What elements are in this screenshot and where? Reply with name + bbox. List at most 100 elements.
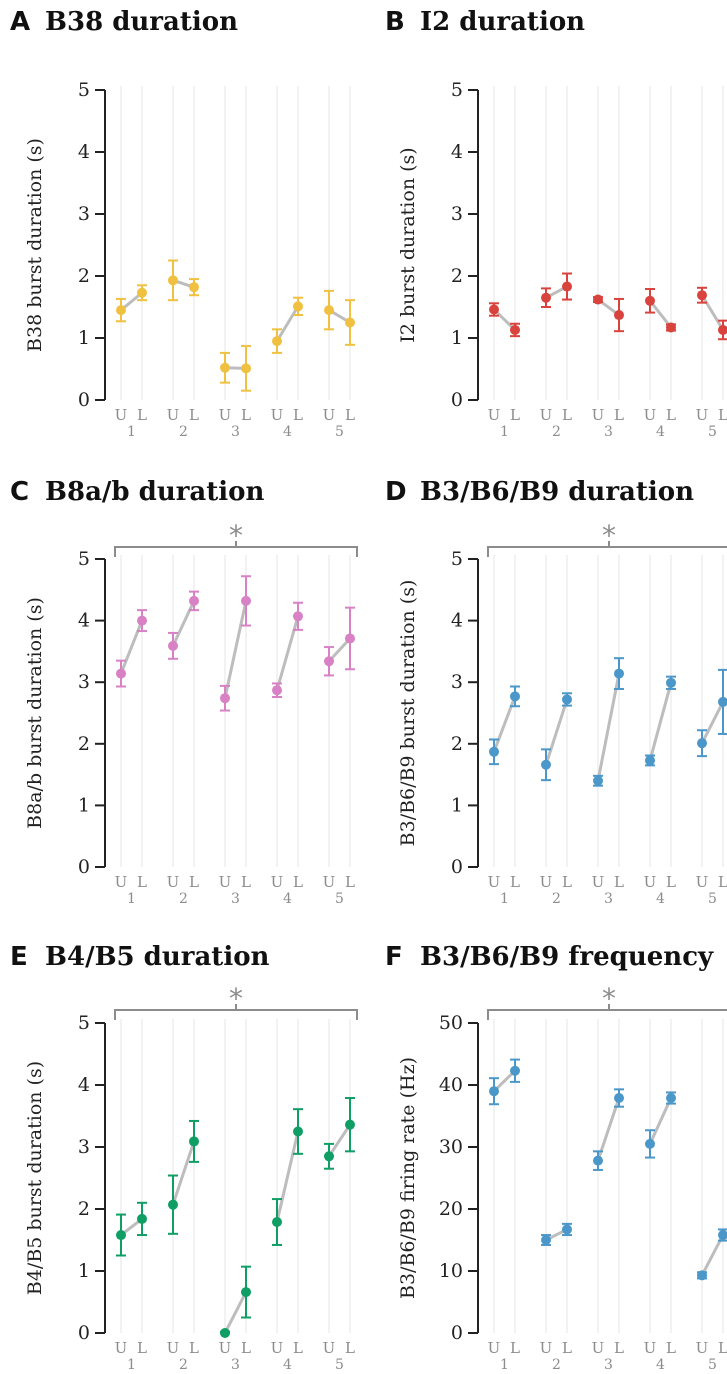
x-tick-label-group: 5 — [335, 424, 344, 440]
x-tick-label-condition: U — [488, 406, 501, 424]
y-tick-label: 5 — [451, 79, 463, 101]
x-tick-label-group: 5 — [708, 891, 717, 907]
data-point — [345, 317, 355, 328]
x-tick-label-condition: U — [644, 873, 657, 891]
y-tick-label: 20 — [439, 1198, 463, 1220]
x-tick-label-condition: U — [540, 873, 553, 891]
x-tick-label-group: 5 — [708, 1357, 717, 1373]
x-tick-label-group: 4 — [283, 1357, 292, 1373]
y-tick-label: 3 — [451, 671, 463, 693]
data-point — [593, 1155, 603, 1166]
x-tick-label-condition: L — [293, 1339, 303, 1357]
x-tick-label-condition: L — [189, 873, 199, 891]
x-tick-label-condition: U — [271, 406, 284, 424]
data-point — [562, 694, 572, 705]
y-tick-label: 5 — [78, 79, 90, 101]
connector-line — [596, 1097, 621, 1162]
y-tick-label: 4 — [78, 1074, 90, 1096]
x-tick-label-condition: L — [293, 406, 303, 424]
x-tick-label-condition: U — [167, 406, 180, 424]
x-tick-label-group: 1 — [127, 424, 136, 440]
x-tick-label-group: 1 — [500, 424, 509, 440]
x-tick-label-group: 2 — [179, 1357, 188, 1373]
x-tick-label-condition: L — [562, 873, 572, 891]
significance-star: * — [602, 982, 616, 1015]
connector-line — [327, 637, 352, 663]
connector-line — [275, 615, 300, 691]
significance-star: * — [229, 982, 243, 1015]
x-tick-label-condition: U — [323, 1339, 336, 1357]
data-point — [562, 1224, 572, 1235]
y-axis-label: B3/B6/B9 burst duration (s) — [397, 580, 419, 847]
chart-title: I2 duration — [420, 7, 585, 37]
y-tick-label: 4 — [78, 610, 90, 632]
x-tick-label-group: 3 — [604, 891, 613, 907]
x-tick-label-condition: L — [666, 1339, 676, 1357]
x-tick-label-condition: U — [219, 873, 232, 891]
x-tick-label-group: 4 — [656, 1357, 665, 1373]
x-tick-label-condition: L — [137, 406, 147, 424]
data-point — [293, 611, 303, 622]
x-tick-label-condition: U — [488, 873, 501, 891]
x-tick-label-condition: L — [614, 873, 624, 891]
chart-panel-d: D B3/B6/B9 duration B3/B6/B9 burst duratio… — [385, 477, 727, 907]
x-tick-label-condition: U — [540, 406, 553, 424]
panel-letter: D — [385, 477, 407, 507]
data-point — [510, 691, 520, 702]
data-point — [168, 1199, 178, 1210]
data-point — [168, 640, 178, 651]
chart-panel-a: A B38 duration B38 burst duration (s) 0 1 2 3 4… — [10, 7, 355, 440]
x-tick-label-condition: L — [241, 1339, 251, 1357]
data-point — [220, 693, 230, 704]
y-tick-label: 0 — [451, 1322, 463, 1344]
x-tick-label-condition: U — [219, 1339, 232, 1357]
x-tick-label-condition: L — [137, 1339, 147, 1357]
x-tick-label-condition: L — [345, 873, 355, 891]
y-tick-label: 2 — [78, 265, 90, 287]
x-tick-label-condition: L — [614, 1339, 624, 1357]
connector-line — [171, 1140, 196, 1206]
chart-panel-f: F B3/B6/B9 frequency B3/B6/B9 firing rate … — [385, 942, 727, 1373]
connector-line — [327, 1123, 352, 1158]
data-point — [272, 685, 282, 696]
data-point — [241, 363, 251, 374]
data-point — [614, 668, 624, 679]
data-point — [189, 282, 199, 293]
x-tick-label-group: 5 — [335, 891, 344, 907]
x-tick-label-condition: U — [323, 873, 336, 891]
data-point — [593, 294, 603, 305]
y-tick-label: 0 — [78, 389, 90, 411]
y-tick-label: 1 — [78, 1260, 90, 1282]
y-tick-label: 5 — [451, 548, 463, 570]
y-tick-label: 0 — [78, 1322, 90, 1344]
x-tick-label-condition: L — [293, 873, 303, 891]
x-tick-label-condition: U — [271, 873, 284, 891]
x-tick-label-group: 2 — [179, 424, 188, 440]
data-point — [116, 1230, 126, 1241]
x-tick-label-group: 5 — [708, 424, 717, 440]
y-tick-label: 2 — [78, 733, 90, 755]
data-point — [241, 1287, 251, 1298]
x-tick-label-group: 3 — [231, 1357, 240, 1373]
connector-line — [119, 620, 144, 675]
connector-line — [223, 1291, 248, 1334]
x-tick-label-condition: L — [345, 1339, 355, 1357]
chart-title: B38 duration — [45, 7, 238, 37]
data-point — [718, 324, 727, 335]
y-tick-label: 3 — [78, 671, 90, 693]
x-tick-label-condition: U — [592, 873, 605, 891]
data-point — [666, 1093, 676, 1104]
data-point — [666, 322, 676, 333]
x-tick-label-condition: U — [696, 406, 709, 424]
x-tick-label-group: 3 — [604, 424, 613, 440]
connector-line — [544, 698, 569, 766]
chart-title: B3/B6/B9 frequency — [420, 942, 714, 972]
y-tick-label: 5 — [78, 548, 90, 570]
data-point — [241, 595, 251, 606]
x-tick-label-group: 3 — [231, 891, 240, 907]
y-axis-label: B3/B6/B9 firing rate (Hz) — [397, 1057, 419, 1299]
x-tick-label-group: 5 — [335, 1357, 344, 1373]
x-tick-label-condition: L — [666, 873, 676, 891]
data-point — [645, 1138, 655, 1149]
